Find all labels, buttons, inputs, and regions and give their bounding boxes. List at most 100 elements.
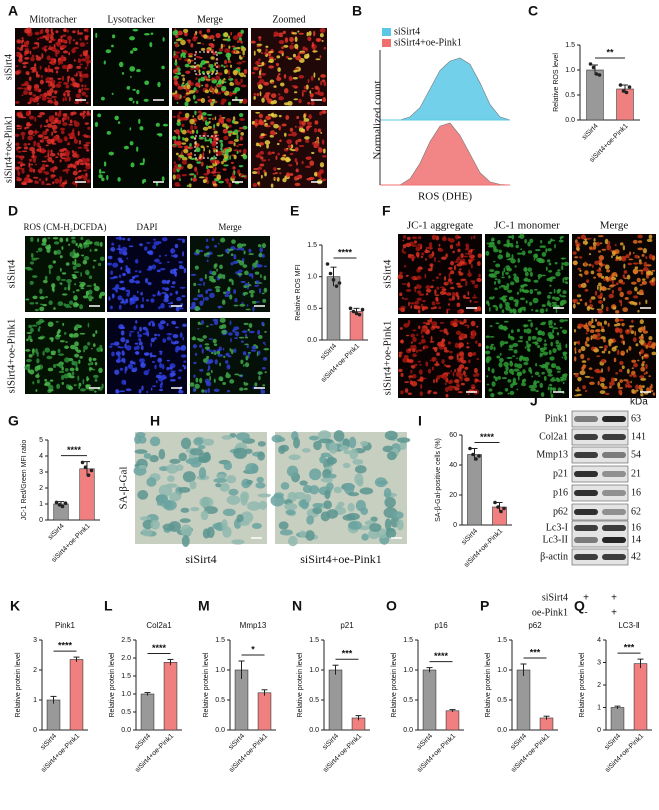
micrograph-feature [127,363,134,370]
micrograph-feature [14,133,20,137]
micrograph-feature [428,242,433,247]
micrograph-feature [158,350,163,353]
blot-frame [571,503,629,521]
micrograph-feature [132,100,135,104]
micrograph-feature [220,64,224,67]
micrograph-feature [513,349,518,354]
micrograph-feature [551,363,554,368]
micrograph-feature [221,85,227,92]
micrograph-feature [200,510,209,521]
micrograph-feature [539,352,542,358]
micrograph-feature [143,32,150,36]
micrograph-feature [86,284,92,287]
micrograph-feature [408,301,410,307]
micrograph-feature [519,287,522,293]
micrograph-feature [243,322,249,325]
micrograph-feature [69,119,73,124]
micrograph-feature [79,38,82,41]
micrograph-feature [86,179,91,184]
micrograph-feature [253,122,259,126]
micrograph-feature [77,244,80,249]
micrograph-feature [180,155,185,158]
micrograph-feature [172,167,177,173]
micrograph-feature [35,301,39,305]
micrograph-feature [548,349,552,355]
micrograph-feature [28,91,33,96]
micrograph-feature [443,288,447,291]
micrograph-feature [197,157,203,161]
micrograph-feature [205,380,212,387]
micrograph-feature [213,137,219,141]
micrograph-feature [253,92,257,96]
micrograph-feature [291,131,298,137]
micrograph-feature [422,321,427,324]
micrograph-feature [235,432,250,441]
micrograph-feature [477,261,481,267]
micrograph-feature [83,255,90,261]
micrograph-feature [559,294,562,297]
micrograph-feature [63,93,66,96]
micrograph-feature [397,437,411,443]
micrograph-feature [77,130,80,136]
micrograph-feature [425,292,429,296]
micrograph-feature [641,363,645,367]
micrograph-feature [299,530,307,538]
micrograph-feature [255,482,266,489]
micrograph-feature [92,374,99,379]
micrograph-feature [519,335,523,340]
micrograph-feature [281,46,284,50]
panel-letter: O [386,598,397,614]
micrograph-feature [48,68,54,71]
micrograph-feature [261,243,267,249]
micrograph-feature [508,275,511,279]
micrograph-feature [181,173,187,177]
micrograph-feature [447,278,453,283]
micrograph-feature [414,305,421,310]
data-point [357,312,362,317]
micrograph-feature [475,372,480,377]
micrograph-feature [27,143,31,146]
micrograph-feature [447,341,452,345]
micrograph-feature [590,270,595,275]
micrograph-feature [56,249,62,255]
micrograph-feature [222,44,226,48]
micrograph-feature [265,125,271,128]
micrograph-feature [130,75,132,78]
micrograph-feature [143,352,150,356]
micrograph-feature [243,74,246,78]
micrograph-feature [45,36,50,41]
micrograph-feature [27,368,31,373]
micrograph-feature [255,60,261,66]
micrograph-feature [621,257,627,262]
micrograph-feature [431,366,434,371]
micrograph-feature [438,243,441,247]
micrograph-feature [182,137,185,141]
micrograph-feature [301,89,307,93]
micrograph-feature [516,388,519,391]
micrograph-feature [485,356,492,362]
micrograph-feature [86,239,91,244]
micrograph-feature [256,476,264,483]
micrograph-feature [578,348,582,353]
micrograph-feature [192,387,196,393]
micrograph-feature [503,267,506,273]
micrograph-feature [75,93,81,99]
micrograph-feature [258,36,262,39]
micrograph-feature [625,254,630,259]
micrograph-feature [204,274,207,280]
micrograph-feature [600,322,602,327]
micrograph-feature [283,132,287,137]
micrograph-feature [234,337,239,340]
micrograph-feature [75,367,79,372]
micrograph-feature [559,342,561,346]
micrograph-feature [486,300,490,305]
micrograph-feature [146,299,149,302]
micrograph-feature [323,46,327,50]
micrograph-feature [489,336,495,338]
micrograph-feature [601,248,607,251]
micrograph-feature [599,376,602,381]
micrograph-feature [626,384,630,388]
micrograph-feature [123,145,129,150]
micrograph-feature [611,255,613,259]
micrograph-feature [547,368,553,375]
